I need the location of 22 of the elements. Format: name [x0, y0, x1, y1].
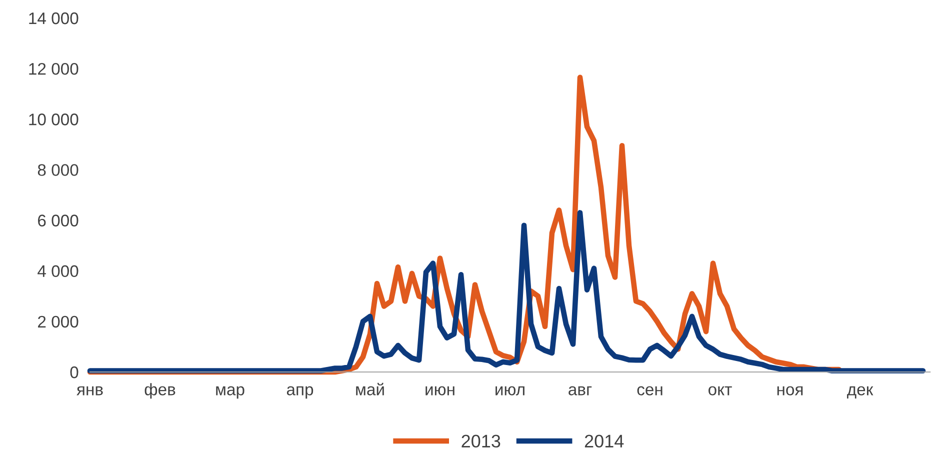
x-tick-label: май [356, 382, 384, 396]
x-tick-label: дек [847, 386, 874, 399]
x-tick-label: окт [708, 386, 732, 396]
y-tick-label: 0 [70, 366, 78, 378]
y-tick-label: 8 000 [38, 164, 78, 176]
x-tick-label: фев [144, 383, 176, 399]
y-tick-label: 10 000 [29, 114, 78, 126]
y-tick-label: 6 000 [38, 214, 78, 226]
x-tick-label: апр [286, 386, 314, 399]
x-tick-label: мар [216, 386, 244, 399]
x-tick-label: авг [568, 386, 592, 396]
x-tick-label: июл [496, 386, 524, 396]
legend-label: 2013 [462, 434, 500, 448]
y-tick-label: 2 000 [38, 316, 78, 328]
x-tick-label: июн [426, 386, 454, 396]
x-tick-label: янв [76, 386, 103, 396]
x-tick-label: ноя [777, 386, 803, 396]
legend-label: 2014 [584, 434, 624, 448]
y-tick-label: 4 000 [38, 265, 78, 278]
y-tick-label: 12 000 [29, 62, 78, 75]
y-tick-label: 14 000 [29, 12, 78, 24]
x-tick-label: сен [637, 386, 662, 396]
